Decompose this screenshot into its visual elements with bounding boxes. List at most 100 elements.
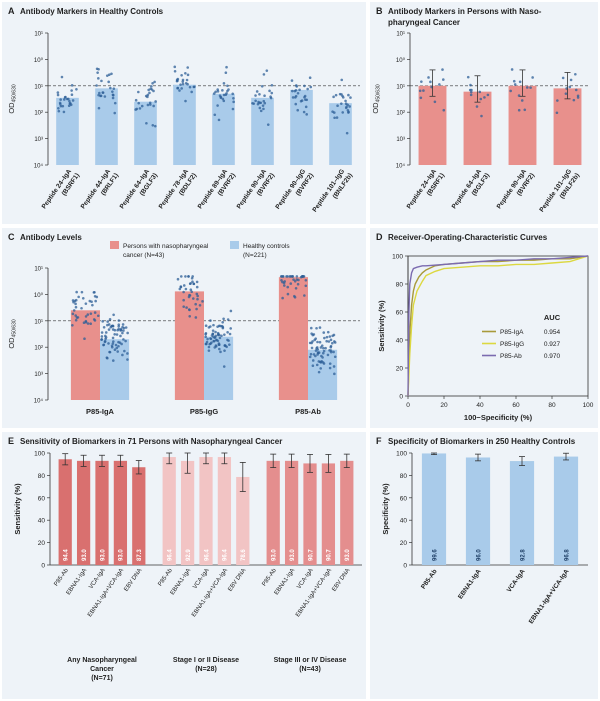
panel-b-point (469, 93, 473, 97)
panel-e-bar (340, 460, 354, 565)
panel-a-point (232, 96, 235, 100)
panel-c-point (286, 275, 289, 278)
panel-c-point (311, 364, 315, 368)
panel-c-point (190, 290, 193, 294)
panel-a-point (344, 99, 347, 103)
panel-a-point (332, 95, 335, 99)
panel-f-value-label: 96.0 (476, 549, 482, 561)
panel-c-point (107, 328, 111, 331)
panel-a-point (296, 108, 300, 112)
panel-c-point (332, 350, 335, 354)
panel-d-legend-auc: 0.970 (544, 353, 561, 360)
panel-c-point (321, 356, 324, 359)
panel-a-point (181, 82, 185, 86)
panel-c-point (226, 318, 230, 321)
panel-e-title: Sensitivity of Biomarkers in 71 Persons … (20, 437, 282, 446)
panel-b-point (512, 79, 516, 83)
panel-c-point (217, 342, 221, 345)
panel-e-value-label: 90.7 (327, 549, 333, 561)
panel-c-point (113, 332, 116, 336)
panel-e-value-label: 93.0 (82, 549, 88, 561)
panel-a-point (294, 102, 298, 106)
panel-c-point (74, 318, 78, 322)
panel-c-point (318, 326, 322, 329)
panel-a-point (231, 92, 235, 96)
panel-c-point (184, 287, 188, 291)
panel-b-point (564, 92, 568, 95)
panel-a-point (103, 95, 107, 98)
panel-c-point (80, 306, 83, 310)
panel-c-point (110, 344, 114, 348)
panel-a-point (251, 102, 254, 105)
panel-e-value-label: 93.0 (272, 549, 278, 561)
panel-b-point (531, 76, 534, 79)
panel-e-value-label: 90.7 (308, 549, 314, 561)
panel-f-y-tick-label: 80 (400, 473, 408, 480)
panel-a-point (254, 94, 257, 97)
panel-a-point (57, 106, 60, 110)
panel-c-point (281, 296, 284, 300)
panel-a-y-tick-label: 10¹ (34, 84, 43, 90)
panel-b-y-tick-label: 10³ (396, 137, 405, 143)
panel-c-point (281, 275, 285, 278)
panel-a-point (225, 92, 228, 95)
panel-e-value-label: 93.0 (119, 549, 125, 561)
panel-c-point (321, 361, 325, 364)
panel-b-point (438, 83, 441, 86)
panel-a-y-tick-label: 10³ (34, 137, 43, 143)
panel-c-point (326, 330, 330, 334)
panel-a-point (305, 113, 308, 116)
panel-c-point (222, 317, 225, 321)
panel-c-point (191, 275, 194, 278)
panel-a-point (153, 124, 157, 128)
panel-f-y-tick-label: 60 (400, 495, 408, 502)
panel-a-point (184, 99, 187, 103)
panel-a-point (309, 85, 313, 89)
panel-b-point (576, 96, 580, 99)
panel-c-point (108, 350, 112, 354)
panel-c-point (74, 314, 78, 317)
panel-a-y-tick-label: 10¹ (34, 32, 43, 38)
panel-c-point (107, 342, 110, 345)
panel-a-point (57, 109, 61, 113)
panel-c-point (294, 286, 298, 290)
panel-c-point (179, 285, 183, 289)
panel-c-point (123, 349, 126, 353)
panel-c-point (122, 338, 125, 341)
panel-c-point (288, 275, 292, 278)
panel-a-point (260, 84, 264, 88)
panel-a-point (137, 90, 140, 94)
panel-c-point (320, 344, 324, 347)
panel-a-point (259, 109, 263, 113)
panel-c-point (115, 346, 119, 350)
panel-a-point (176, 77, 180, 81)
panel-a-point (95, 84, 98, 87)
panel-a-point (56, 91, 60, 94)
panel-f-value-label: 92.8 (520, 549, 526, 561)
panel-c-point (112, 313, 115, 317)
panel-f-title: Specificity of Biomarkers in 250 Healthy… (388, 437, 576, 446)
panel-f-bar (421, 453, 447, 565)
panel-a-point (345, 131, 349, 135)
panel-c-point (331, 334, 334, 338)
panel-c-point (205, 340, 209, 344)
panel-b-point (441, 78, 445, 81)
panel-c-point (187, 308, 191, 311)
panel-a-point (62, 110, 66, 114)
panel-b-point (509, 89, 512, 93)
panel-a-point (70, 93, 74, 97)
panel-c-y-tick-label: 10⁴ (34, 398, 44, 405)
panel-c-point (86, 322, 90, 325)
panel-c-point (333, 340, 336, 343)
panel-a-point (225, 65, 228, 69)
panel-a-point (97, 106, 101, 110)
panel-a-bar (290, 89, 313, 165)
panel-a-point (70, 89, 73, 92)
panel-c-point (80, 290, 84, 294)
panel-a-point (148, 91, 151, 95)
panel-c-point (195, 307, 198, 311)
panel-b-point (480, 114, 483, 118)
panel-c-point (282, 281, 286, 285)
panel-f-value-label: 99.6 (432, 549, 438, 561)
panel-b-point (483, 96, 486, 99)
